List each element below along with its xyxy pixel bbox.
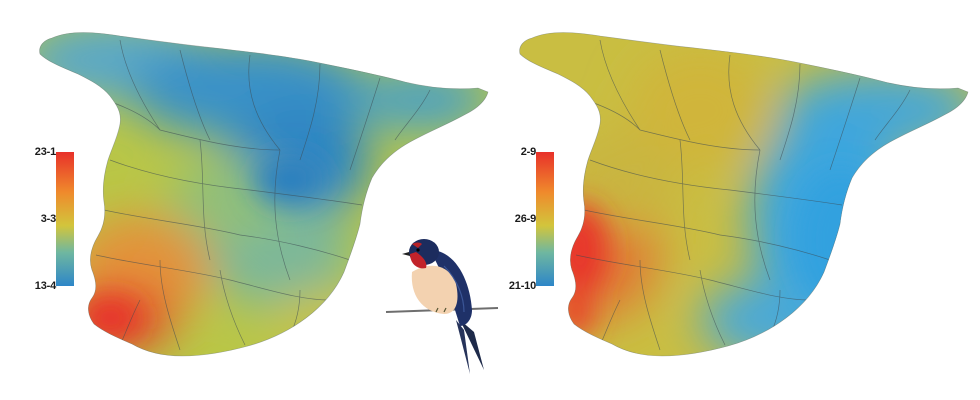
legend-right-colorbar (536, 152, 554, 286)
legend-right-middle-label: 26-9 (514, 213, 536, 225)
legend-left-top-label: 23-1 (34, 146, 56, 158)
legend-right-bottom-label: 21-10 (508, 280, 536, 292)
legend-right: 2-9 26-9 21-10 (502, 146, 562, 302)
map-left (39, 32, 489, 357)
legend-left-bottom-label: 13-4 (34, 280, 56, 292)
legend-left-middle-label: 3-3 (40, 213, 57, 225)
legend-left-colorbar (56, 152, 74, 286)
legend-right-top-label: 2-9 (520, 146, 537, 158)
barn-swallow-icon (385, 239, 499, 374)
legend-left: 23-1 3-3 13-4 (22, 146, 82, 302)
